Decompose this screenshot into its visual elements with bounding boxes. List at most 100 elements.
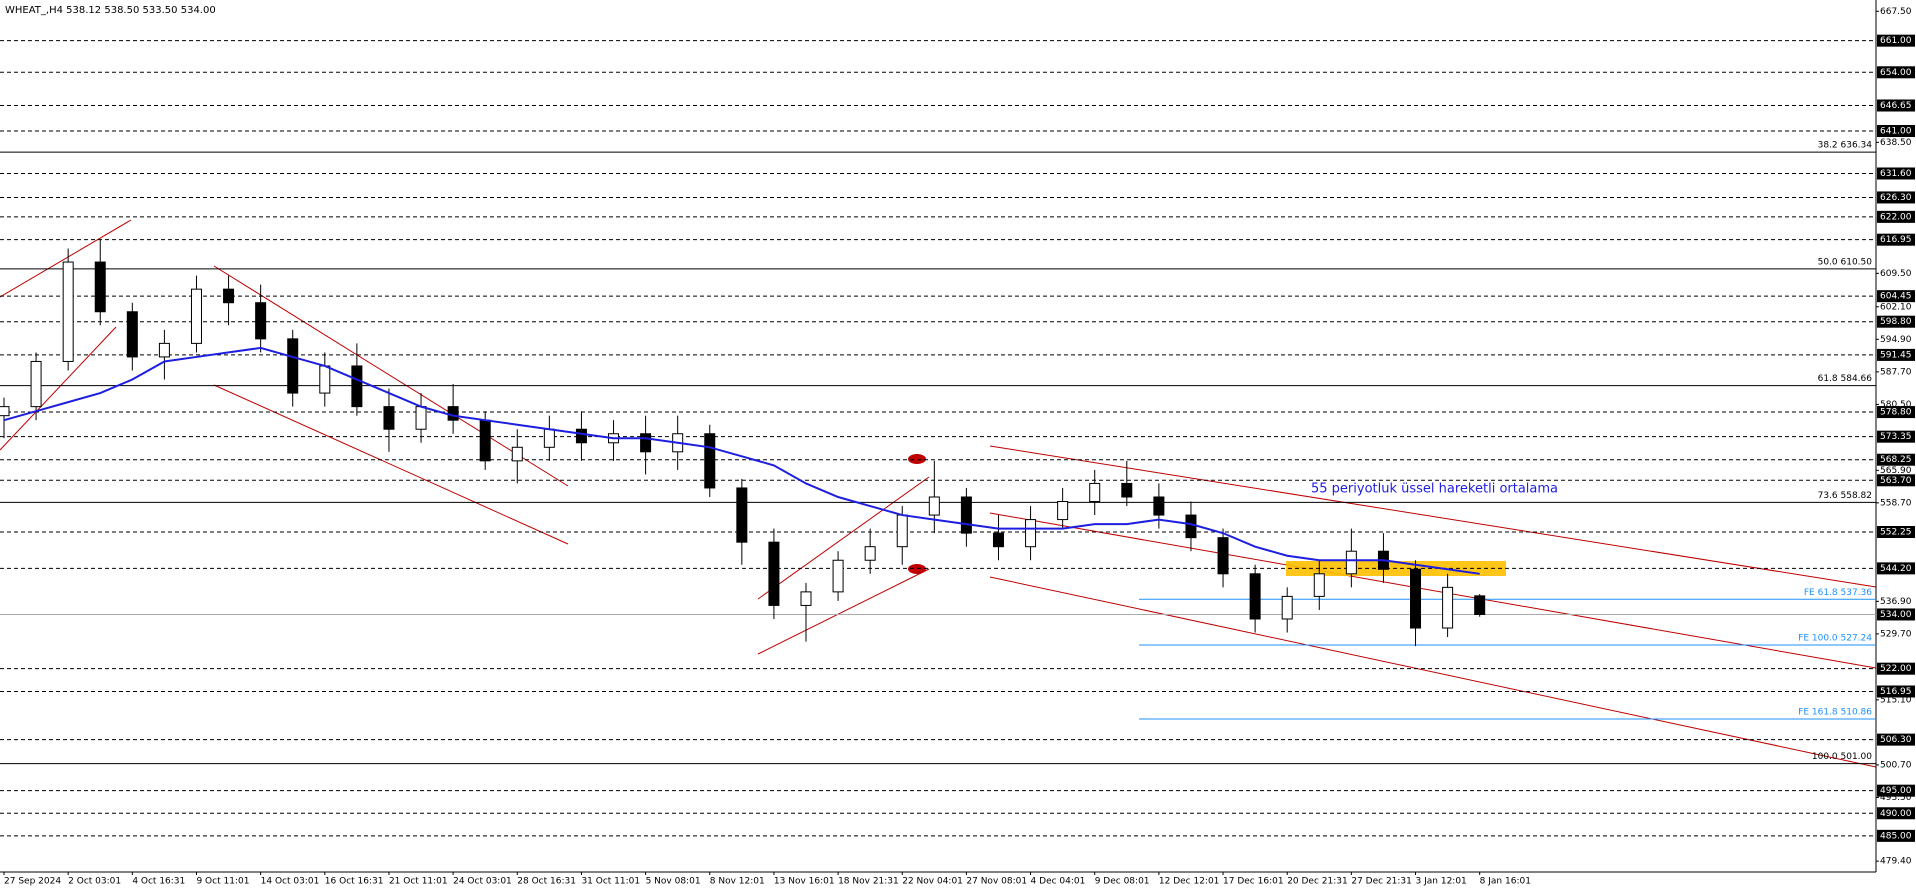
- candle-body: [383, 406, 395, 430]
- candle-body: [1153, 496, 1165, 516]
- x-tick-label: 3 Jan 12:01: [1416, 877, 1467, 887]
- y-tick-label: 609.50: [1880, 269, 1912, 279]
- candle-body: [800, 591, 812, 606]
- x-tick-label: 21 Oct 11:01: [389, 877, 448, 887]
- level-label: 485.00: [1880, 831, 1912, 841]
- level-label: 641.00: [1880, 127, 1912, 137]
- candle-body: [1121, 482, 1133, 498]
- level-box: [1877, 99, 1915, 112]
- candle-body: [223, 288, 235, 304]
- x-tick-label: 31 Oct 11:01: [581, 877, 640, 887]
- y-tick-label: 515.10: [1880, 695, 1912, 705]
- header: WHEAT_,H4 538.12 538.50 533.50 534.00: [5, 5, 216, 16]
- marker: [908, 454, 926, 464]
- level-label: 568.25: [1880, 455, 1912, 465]
- level-box: [1877, 662, 1915, 675]
- level-label: 563.70: [1880, 476, 1912, 486]
- level-label: 516.95: [1880, 687, 1912, 697]
- level-label: 626.30: [1880, 193, 1912, 203]
- level-box: [1877, 167, 1915, 180]
- x-tick-label: 27 Sep 2024: [4, 877, 61, 887]
- x-tick-label: 14 Oct 03:01: [261, 877, 320, 887]
- candle-body: [94, 261, 106, 313]
- x-tick-label: 9 Dec 08:01: [1095, 877, 1150, 887]
- trend-line: [989, 512, 1877, 669]
- candle-body: [928, 496, 940, 516]
- candle-body: [1474, 595, 1486, 615]
- symbol: WHEAT_,H4: [5, 5, 63, 16]
- y-tick-label: 529.70: [1880, 629, 1912, 639]
- trend-line: [213, 384, 569, 545]
- fib-label: 73.6 558.82: [1818, 491, 1872, 501]
- level-box: [1877, 562, 1915, 575]
- level-box: [1877, 685, 1915, 698]
- level-box: [1877, 348, 1915, 361]
- trend-line: [0, 219, 132, 298]
- candle-body: [1345, 550, 1357, 575]
- candle-body: [575, 428, 587, 444]
- x-tick-label: 27 Dec 21:31: [1351, 877, 1412, 887]
- y-tick-label: 580.50: [1880, 400, 1912, 410]
- level-box: [1877, 526, 1915, 539]
- candle-body: [1025, 519, 1037, 548]
- x-tick-label: 9 Oct 11:01: [196, 877, 249, 887]
- level-label: 654.00: [1880, 68, 1912, 78]
- level-label: 616.95: [1880, 235, 1912, 245]
- level-label: 544.20: [1880, 564, 1912, 574]
- fib-label: 100.0 501.00: [1812, 752, 1872, 762]
- level-box: [1877, 474, 1915, 487]
- level-box: [1877, 406, 1915, 419]
- x-tick-label: 27 Nov 08:01: [966, 877, 1027, 887]
- level-box: [1877, 66, 1915, 79]
- candle-body: [960, 496, 972, 534]
- level-label: 573.35: [1880, 432, 1912, 442]
- level-box: [1877, 315, 1915, 328]
- level-label: 591.45: [1880, 350, 1912, 360]
- y-tick-label: 536.90: [1880, 597, 1912, 607]
- x-tick-label: 28 Oct 16:31: [517, 877, 576, 887]
- candle-body: [0, 406, 10, 417]
- x-tick-label: 8 Nov 12:01: [710, 877, 765, 887]
- level-box: [1877, 233, 1915, 246]
- y-tick-label: 500.70: [1880, 760, 1912, 770]
- fib-label: 38.2 636.34: [1818, 141, 1873, 151]
- candle-body: [62, 261, 74, 362]
- level-box: [1877, 34, 1915, 47]
- candle-body: [1057, 501, 1069, 521]
- x-tick-label: 20 Dec 21:31: [1287, 877, 1348, 887]
- candle-body: [30, 360, 42, 408]
- candle-body: [768, 541, 780, 606]
- level-label: 490.00: [1880, 809, 1912, 819]
- y-tick-label: 479.40: [1880, 857, 1912, 867]
- candle-body: [415, 406, 427, 430]
- candle-body: [1249, 573, 1261, 620]
- header-value: 538.12: [66, 5, 101, 16]
- level-box: [1877, 191, 1915, 204]
- candle-body: [832, 559, 844, 593]
- y-tick-label: 594.90: [1880, 335, 1912, 345]
- candle-body: [640, 433, 652, 453]
- annotation: 55 periyotluk üssel hareketli ortalama: [1311, 482, 1558, 497]
- trend-line: [989, 445, 1877, 588]
- candle-body: [1281, 595, 1293, 620]
- fe-label: FE 100.0 527.24: [1798, 634, 1872, 644]
- fib-label: 50.0 610.50: [1818, 257, 1873, 267]
- candle-body: [479, 419, 491, 462]
- x-tick-label: 4 Oct 16:31: [132, 877, 185, 887]
- y-tick-label: 558.70: [1880, 498, 1912, 508]
- level-box: [1877, 807, 1915, 820]
- candle-body: [704, 433, 716, 489]
- y-tick-label: 493.50: [1880, 793, 1912, 803]
- x-tick-label: 4 Dec 04:01: [1031, 877, 1086, 887]
- x-tick-label: 13 Nov 16:01: [774, 877, 835, 887]
- level-label: 631.60: [1880, 169, 1912, 179]
- trend-line: [757, 476, 930, 600]
- y-tick-label: 667.50: [1880, 7, 1912, 17]
- candle-body: [1185, 514, 1197, 539]
- header-value: 538.50: [104, 5, 139, 16]
- header-value: 534.00: [181, 5, 216, 16]
- candle-body: [1217, 537, 1229, 575]
- candle-body: [1313, 573, 1325, 597]
- x-tick-label: 17 Dec 16:01: [1223, 877, 1284, 887]
- fe-label: FE 161.8 510.86: [1798, 708, 1872, 718]
